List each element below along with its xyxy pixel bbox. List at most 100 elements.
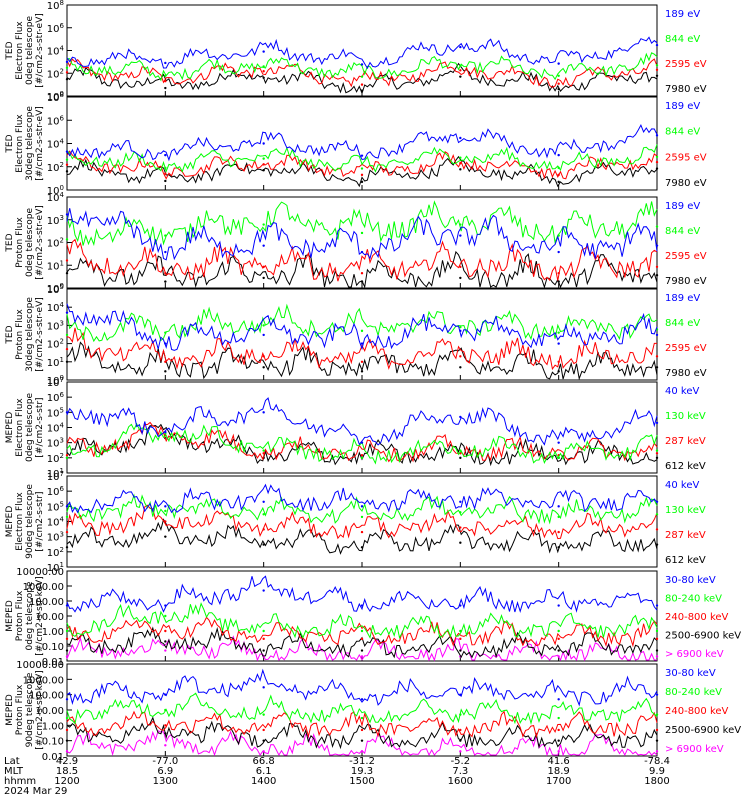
legend-entry: 2500-6900 keV bbox=[665, 631, 741, 642]
data-point bbox=[360, 180, 364, 184]
y-tick-label: 103 bbox=[47, 437, 64, 450]
data-point bbox=[164, 535, 167, 538]
series-line-black bbox=[66, 423, 658, 467]
data-point bbox=[360, 716, 364, 720]
y-tick-label: 102 bbox=[47, 161, 64, 174]
data-point bbox=[65, 698, 69, 701]
series-line-blue bbox=[66, 124, 658, 162]
data-point bbox=[557, 698, 560, 701]
chart-panel: MEPED Electron Flux 0deg telescope [#/cm2-s… bbox=[5, 381, 706, 474]
data-point bbox=[164, 370, 167, 373]
data-point bbox=[459, 69, 462, 72]
data-point bbox=[65, 333, 69, 337]
y-axis-label: MEPED bbox=[5, 600, 15, 632]
legend-entry: 30-80 keV bbox=[665, 668, 716, 679]
series-line-black bbox=[66, 62, 658, 95]
data-point bbox=[360, 370, 364, 373]
data-point bbox=[557, 166, 560, 170]
legend-entry: > 6900 keV bbox=[665, 649, 724, 660]
data-point bbox=[164, 505, 167, 508]
data-point bbox=[360, 728, 364, 732]
y-axis-label: Proton Flux bbox=[15, 309, 25, 360]
data-point bbox=[459, 637, 462, 641]
chart-panel: MEPED Proton Flux 90deg telescope [#/cm2-s-… bbox=[5, 663, 741, 757]
data-point bbox=[65, 411, 69, 414]
footer-time-value: 1400 bbox=[251, 776, 276, 787]
y-axis-label: TED bbox=[5, 134, 15, 153]
y-axis-label: Proton Flux bbox=[15, 590, 25, 641]
data-point bbox=[262, 163, 265, 166]
series-line-green bbox=[66, 602, 658, 640]
data-point bbox=[459, 739, 462, 742]
legend-entry: 2595 eV bbox=[665, 59, 707, 70]
data-point bbox=[557, 62, 560, 65]
data-point bbox=[164, 234, 167, 237]
legend-entry: 40 keV bbox=[665, 386, 699, 397]
footer-row-label: hhmm bbox=[4, 776, 36, 787]
data-point bbox=[655, 500, 659, 503]
footer-lat-value: -31.2 bbox=[349, 756, 375, 767]
data-point bbox=[360, 655, 364, 658]
data-point bbox=[65, 604, 69, 607]
y-axis-label: 90deg telescope bbox=[25, 484, 35, 559]
y-axis-label: Electron Flux bbox=[15, 398, 25, 457]
data-point bbox=[360, 154, 364, 157]
data-point bbox=[459, 415, 462, 419]
y-tick-label: 103 bbox=[47, 214, 64, 227]
legend-entry: 7980 eV bbox=[665, 368, 707, 379]
data-point bbox=[655, 449, 659, 452]
legend-entry: 287 keV bbox=[665, 530, 706, 541]
data-point bbox=[164, 520, 167, 523]
data-point bbox=[164, 430, 167, 434]
y-axis-label: 0deg telescope bbox=[25, 208, 35, 278]
legend-entry: 287 keV bbox=[665, 436, 706, 447]
data-point bbox=[65, 259, 69, 262]
data-point bbox=[262, 65, 265, 68]
chart-panel: TED Electron Flux 30deg telescope [#/cm2-s-… bbox=[5, 96, 707, 191]
data-point bbox=[262, 333, 265, 337]
footer-time-value: 1700 bbox=[546, 776, 571, 787]
y-axis-label: 90deg telescope bbox=[25, 672, 35, 747]
series-line-green bbox=[66, 52, 658, 82]
data-point bbox=[360, 167, 364, 170]
y-tick-label: 100 bbox=[47, 184, 64, 197]
data-point bbox=[557, 604, 560, 607]
data-point bbox=[655, 604, 659, 607]
data-point bbox=[557, 153, 560, 157]
data-point bbox=[655, 713, 659, 716]
data-point bbox=[557, 649, 560, 652]
data-point bbox=[360, 231, 364, 235]
data-point bbox=[262, 70, 265, 73]
series-line-blue bbox=[66, 303, 658, 351]
data-point bbox=[459, 276, 462, 280]
data-point bbox=[164, 509, 167, 513]
y-tick-label: 104 bbox=[47, 301, 65, 314]
data-point bbox=[164, 342, 167, 345]
data-point bbox=[655, 649, 659, 652]
data-point bbox=[164, 604, 167, 607]
data-point bbox=[655, 528, 659, 531]
data-point bbox=[65, 163, 69, 166]
y-tick-label: 102 bbox=[47, 237, 64, 250]
data-point bbox=[557, 342, 560, 345]
y-tick-label: 10.00 bbox=[35, 706, 64, 717]
series-line-red bbox=[66, 421, 658, 463]
data-point bbox=[262, 411, 265, 414]
data-point bbox=[655, 244, 659, 247]
y-axis-label: Proton Flux bbox=[15, 217, 25, 268]
footer-mlt-value: 19.3 bbox=[351, 766, 373, 777]
footer-mlt-value: 6.1 bbox=[256, 766, 272, 777]
data-point bbox=[262, 452, 265, 455]
footer-lat-value: 42.9 bbox=[56, 756, 78, 767]
data-point bbox=[557, 546, 560, 549]
y-axis-label: TED bbox=[5, 233, 15, 252]
data-point bbox=[65, 515, 69, 519]
data-point bbox=[262, 449, 265, 452]
data-point bbox=[65, 213, 69, 216]
data-point bbox=[655, 167, 659, 170]
data-point bbox=[262, 142, 265, 145]
data-point bbox=[164, 724, 167, 727]
y-tick-label: 0.10 bbox=[42, 737, 64, 748]
